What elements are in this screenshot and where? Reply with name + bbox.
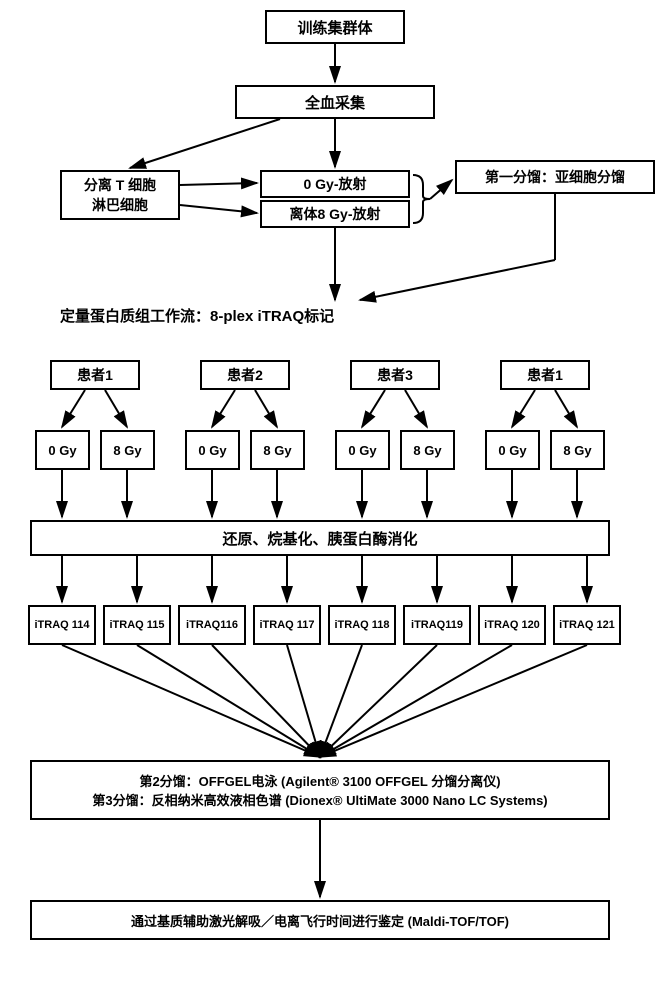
title-box: 训练集群体 bbox=[265, 10, 405, 44]
separate-tcells-box: 分离 T 细胞 淋巴细胞 bbox=[60, 170, 180, 220]
fraction2-text: 第2分馏：OFFGEL电泳 (Agilent® 3100 OFFGEL 分馏分离… bbox=[139, 771, 500, 790]
arrows-svg bbox=[0, 0, 669, 1000]
itraq-114: iTRAQ 114 bbox=[28, 605, 96, 645]
maldi-box: 通过基质辅助激光解吸／电离飞行时间进行鉴定 (Maldi-TOF/TOF) bbox=[30, 900, 610, 940]
patient-4-box: 患者1 bbox=[500, 360, 590, 390]
patient-2-box: 患者2 bbox=[200, 360, 290, 390]
blood-collection-box: 全血采集 bbox=[235, 85, 435, 119]
itraq-120: iTRAQ 120 bbox=[478, 605, 546, 645]
dose-3-8: 8 Gy bbox=[400, 430, 455, 470]
dose-1-8: 8 Gy bbox=[100, 430, 155, 470]
itraq-118: iTRAQ 118 bbox=[328, 605, 396, 645]
quant-workflow-label: 定量蛋白质组工作流：8-plex iTRAQ标记 bbox=[60, 305, 460, 326]
first-fraction-box: 第一分馏：亚细胞分馏 bbox=[455, 160, 655, 194]
digest-box: 还原、烷基化、胰蛋白酶消化 bbox=[30, 520, 610, 556]
patient-3-box: 患者3 bbox=[350, 360, 440, 390]
rad-0-box: 0 Gy-放射 bbox=[260, 170, 410, 198]
itraq-117: iTRAQ 117 bbox=[253, 605, 321, 645]
itraq-121: iTRAQ 121 bbox=[553, 605, 621, 645]
itraq-115: iTRAQ 115 bbox=[103, 605, 171, 645]
dose-4-8: 8 Gy bbox=[550, 430, 605, 470]
itraq-116: iTRAQ116 bbox=[178, 605, 246, 645]
separate-tcells-text: 分离 T 细胞 淋巴细胞 bbox=[84, 175, 156, 215]
itraq-119: iTRAQ119 bbox=[403, 605, 471, 645]
dose-4-0: 0 Gy bbox=[485, 430, 540, 470]
fraction3-text: 第3分馏：反相纳米高效液相色谱 (Dionex® UltiMate 3000 N… bbox=[92, 790, 547, 809]
fraction-23-box: 第2分馏：OFFGEL电泳 (Agilent® 3100 OFFGEL 分馏分离… bbox=[30, 760, 610, 820]
dose-2-0: 0 Gy bbox=[185, 430, 240, 470]
dose-3-0: 0 Gy bbox=[335, 430, 390, 470]
patient-1-box: 患者1 bbox=[50, 360, 140, 390]
dose-2-8: 8 Gy bbox=[250, 430, 305, 470]
dose-1-0: 0 Gy bbox=[35, 430, 90, 470]
rad-8-box: 离体8 Gy-放射 bbox=[260, 200, 410, 228]
